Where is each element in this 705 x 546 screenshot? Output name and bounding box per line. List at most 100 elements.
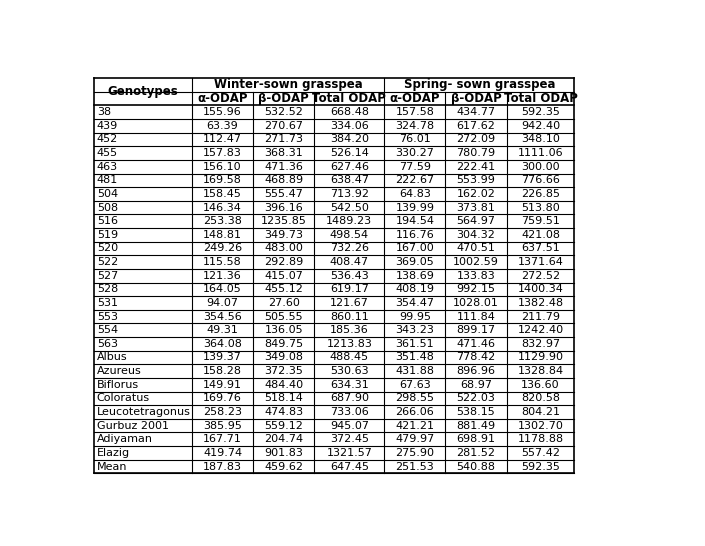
- Text: 520: 520: [97, 244, 118, 253]
- Text: 849.75: 849.75: [264, 339, 303, 349]
- Text: 226.85: 226.85: [521, 189, 560, 199]
- Text: 1178.88: 1178.88: [517, 434, 563, 444]
- Text: 334.06: 334.06: [330, 121, 369, 131]
- Text: 1235.85: 1235.85: [261, 216, 307, 226]
- Text: 1213.83: 1213.83: [326, 339, 372, 349]
- Text: 528: 528: [97, 284, 118, 294]
- Text: 899.17: 899.17: [457, 325, 496, 335]
- Text: 538.15: 538.15: [457, 407, 496, 417]
- Text: 148.81: 148.81: [203, 230, 242, 240]
- Text: 1400.34: 1400.34: [517, 284, 563, 294]
- Text: 471.46: 471.46: [457, 339, 496, 349]
- Text: 479.97: 479.97: [396, 434, 434, 444]
- Text: β-ODAP: β-ODAP: [450, 92, 501, 105]
- Text: 481: 481: [97, 175, 118, 185]
- Text: 419.74: 419.74: [203, 448, 242, 458]
- Text: 1489.23: 1489.23: [326, 216, 372, 226]
- Text: Elazig: Elazig: [97, 448, 130, 458]
- Text: 343.23: 343.23: [396, 325, 434, 335]
- Text: 536.43: 536.43: [330, 271, 369, 281]
- Text: 169.58: 169.58: [203, 175, 242, 185]
- Text: 354.47: 354.47: [396, 298, 434, 308]
- Text: 463: 463: [97, 162, 118, 171]
- Text: 776.66: 776.66: [521, 175, 560, 185]
- Text: 484.40: 484.40: [264, 380, 303, 390]
- Text: 617.62: 617.62: [457, 121, 496, 131]
- Text: 271.73: 271.73: [264, 134, 303, 145]
- Text: 508: 508: [97, 203, 118, 212]
- Text: 64.83: 64.83: [399, 189, 431, 199]
- Text: 251.53: 251.53: [396, 461, 434, 472]
- Text: 155.96: 155.96: [203, 107, 242, 117]
- Text: 348.10: 348.10: [521, 134, 560, 145]
- Text: 557.42: 557.42: [521, 448, 560, 458]
- Text: 204.74: 204.74: [264, 434, 303, 444]
- Text: 555.47: 555.47: [264, 189, 303, 199]
- Text: 1382.48: 1382.48: [517, 298, 563, 308]
- Text: 167.00: 167.00: [396, 244, 434, 253]
- Text: 1321.57: 1321.57: [326, 448, 372, 458]
- Text: Leucotetragonus: Leucotetragonus: [97, 407, 191, 417]
- Text: 266.06: 266.06: [396, 407, 434, 417]
- Text: 162.02: 162.02: [457, 189, 496, 199]
- Text: 222.67: 222.67: [396, 175, 434, 185]
- Text: 270.67: 270.67: [264, 121, 303, 131]
- Text: 272.09: 272.09: [457, 134, 496, 145]
- Text: 668.48: 668.48: [330, 107, 369, 117]
- Text: 211.79: 211.79: [521, 312, 560, 322]
- Text: Genotypes: Genotypes: [107, 85, 178, 98]
- Text: 351.48: 351.48: [396, 353, 434, 363]
- Text: 452: 452: [97, 134, 118, 145]
- Text: 1242.40: 1242.40: [517, 325, 563, 335]
- Text: 275.90: 275.90: [396, 448, 434, 458]
- Text: 431.88: 431.88: [396, 366, 434, 376]
- Text: 372.45: 372.45: [330, 434, 369, 444]
- Text: 304.32: 304.32: [457, 230, 496, 240]
- Text: 1371.64: 1371.64: [517, 257, 563, 267]
- Text: 1302.70: 1302.70: [517, 420, 563, 431]
- Text: 415.07: 415.07: [264, 271, 303, 281]
- Text: 139.37: 139.37: [203, 353, 242, 363]
- Text: 249.26: 249.26: [203, 244, 242, 253]
- Text: 901.83: 901.83: [264, 448, 303, 458]
- Text: 553.99: 553.99: [457, 175, 496, 185]
- Text: 945.07: 945.07: [330, 420, 369, 431]
- Text: 647.45: 647.45: [330, 461, 369, 472]
- Text: 281.52: 281.52: [457, 448, 496, 458]
- Text: 139.99: 139.99: [396, 203, 434, 212]
- Text: 158.28: 158.28: [203, 366, 242, 376]
- Text: 522: 522: [97, 257, 118, 267]
- Text: 531: 531: [97, 298, 118, 308]
- Text: 992.15: 992.15: [457, 284, 496, 294]
- Text: 540.88: 540.88: [457, 461, 496, 472]
- Text: 780.79: 780.79: [457, 148, 496, 158]
- Text: 713.92: 713.92: [330, 189, 369, 199]
- Text: 804.21: 804.21: [521, 407, 560, 417]
- Text: 149.91: 149.91: [203, 380, 242, 390]
- Text: 1002.59: 1002.59: [453, 257, 499, 267]
- Text: 1111.06: 1111.06: [517, 148, 563, 158]
- Text: 77.59: 77.59: [399, 162, 431, 171]
- Text: 49.31: 49.31: [207, 325, 238, 335]
- Text: 778.42: 778.42: [456, 353, 496, 363]
- Text: β-ODAP: β-ODAP: [258, 92, 309, 105]
- Text: 488.45: 488.45: [330, 353, 369, 363]
- Text: 253.38: 253.38: [203, 216, 242, 226]
- Text: 526.14: 526.14: [330, 148, 369, 158]
- Text: Albus: Albus: [97, 353, 128, 363]
- Text: 559.12: 559.12: [264, 420, 303, 431]
- Text: 459.62: 459.62: [264, 461, 303, 472]
- Text: 455.12: 455.12: [264, 284, 303, 294]
- Text: 157.83: 157.83: [203, 148, 242, 158]
- Text: 732.26: 732.26: [330, 244, 369, 253]
- Text: 372.35: 372.35: [264, 366, 303, 376]
- Text: 369.05: 369.05: [396, 257, 434, 267]
- Text: Azureus: Azureus: [97, 366, 142, 376]
- Text: 516: 516: [97, 216, 118, 226]
- Text: 330.27: 330.27: [396, 148, 434, 158]
- Text: 27.60: 27.60: [268, 298, 300, 308]
- Text: α-ODAP: α-ODAP: [390, 92, 440, 105]
- Text: 167.71: 167.71: [203, 434, 242, 444]
- Text: 733.06: 733.06: [330, 407, 369, 417]
- Text: α-ODAP: α-ODAP: [197, 92, 247, 105]
